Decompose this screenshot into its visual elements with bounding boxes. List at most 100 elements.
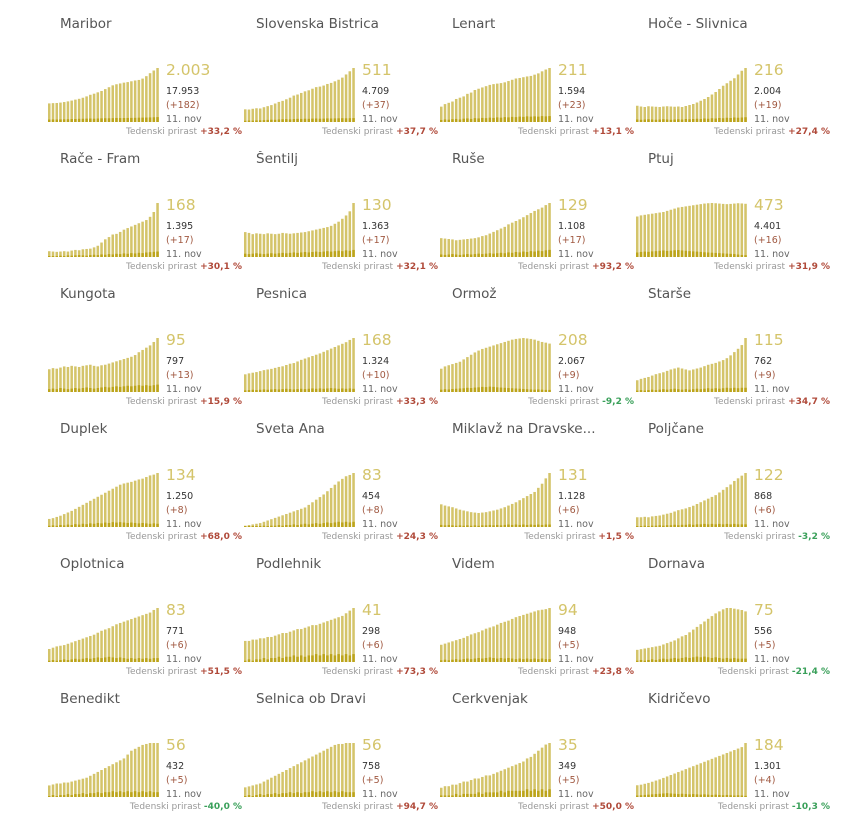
new-cases-bar [736,388,740,392]
date-label: 11. nov [754,114,790,125]
new-cases-bar [281,119,284,122]
new-cases-bar [292,119,296,122]
active-cases-bar [744,611,747,663]
total-cases-value: 1.128 [558,491,585,502]
active-cases-bar [344,743,348,797]
new-cases-bar [473,525,477,527]
active-cases-bar [733,352,736,392]
municipality-card: Kidričevo 184 1.301 (+4) 11. nov Tedenski pri… [636,691,838,816]
new-cases-bar [156,792,159,797]
active-cases-bar [466,93,469,122]
active-cases-bar [647,214,650,257]
active-cases-bar [492,626,495,662]
active-cases-bar [111,626,115,662]
active-cases-bar [59,102,62,122]
active-cases-bar [118,622,122,662]
new-cases-bar [262,120,266,122]
active-cases-bar [141,78,144,122]
new-cases-bar [510,388,514,392]
active-cases-bar [337,743,340,797]
new-cases-bar [329,523,333,527]
new-cases-bar [466,118,469,122]
active-cases-bar [244,787,247,797]
active-cases-bar [540,71,544,122]
active-cases-bar [70,510,73,527]
new-cases-bar [537,389,540,392]
active-cases-bar [137,479,141,527]
new-cases-bar [510,790,514,797]
active-cases-bar [148,345,152,392]
weekly-growth: Tedenski prirast +24,3 % [322,532,438,542]
new-cases-bar [721,118,725,122]
active-cases-bar [156,203,159,257]
new-cases-bar [96,388,100,392]
active-cases-bar [669,641,673,662]
active-cases-bar [492,773,495,797]
new-cases-bar [59,255,62,257]
new-cases-bar [462,118,465,122]
weekly-growth: Tedenski prirast +68,0 % [126,532,242,542]
new-cases-bar [326,388,329,392]
weekly-growth-value: +51,5 % [200,667,242,677]
active-cases-bar [281,100,284,122]
active-cases-bar [510,766,514,797]
active-cases-bar [650,781,654,797]
new-cases-bar [499,117,503,122]
new-cases-bar [322,388,325,392]
municipality-name: Ptuj [648,151,674,167]
active-cases-bar [451,641,454,662]
active-cases-bar [104,629,107,662]
active-cases-bar [255,108,258,122]
new-cases-bar [111,791,115,797]
active-cases-bar [714,362,717,392]
new-cases-bar [507,117,510,122]
weekly-growth: Tedenski prirast +34,7 % [714,397,830,407]
new-cases-bar [643,119,647,122]
new-cases-bar [59,524,62,527]
active-cases-bar [126,482,129,527]
new-cases-bar [518,388,521,392]
new-cases-bar [100,387,103,392]
new-cases-bar [447,254,451,257]
active-cases-bar [48,103,51,122]
new-cases-bar [300,655,303,662]
active-cases-bar [251,108,255,122]
active-cases-bar [473,633,477,662]
active-cases-bar [85,96,88,122]
active-cases-bar [96,496,100,527]
active-cases-bar [477,237,480,257]
new-cases-bar [518,790,521,797]
new-cases-bar [314,388,318,392]
active-cases-bar [262,107,266,122]
new-cases-bar [692,657,695,662]
active-cases-bar [533,611,536,662]
active-cases-bar [684,369,688,392]
active-cases-bar [115,762,118,797]
active-cases-bar [115,233,118,257]
active-cases-bar [544,205,548,257]
new-cases-bar [684,794,688,797]
date-label: 11. nov [362,384,398,395]
new-cases-bar [654,659,658,662]
active-cases-bar [537,340,540,392]
new-cases-bar [74,255,77,257]
new-cases-bar [447,389,451,392]
new-cases-bar [148,117,152,122]
new-cases-bar [496,524,499,527]
new-cases-bar [281,793,284,797]
new-cases-bar [533,524,536,527]
total-cases-value: 1.108 [558,221,585,232]
weekly-growth-value: +93,2 % [592,262,634,272]
active-cases-bar [725,487,729,527]
active-cases-bar [77,639,81,662]
active-cases-bar [62,251,66,257]
total-cases-value: 1.395 [166,221,193,232]
active-cases-bar [507,224,510,257]
active-cases-bar [311,356,314,392]
new-cases-bar [300,524,303,527]
new-cases-bar [311,388,314,392]
active-cases-bar [654,213,658,258]
